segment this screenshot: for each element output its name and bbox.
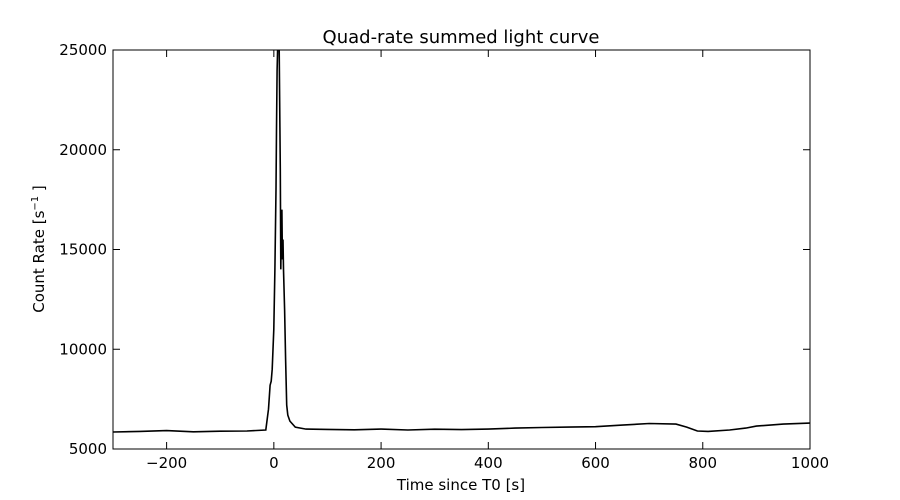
y-axis-label-prefix: Count Rate [s	[30, 210, 48, 312]
chart-title: Quad-rate summed light curve	[323, 27, 600, 48]
series-line-0	[113, 50, 810, 433]
y-tick-label: 25000	[59, 41, 107, 59]
x-axis: −200 0 200 400 600 800 1000	[146, 50, 829, 472]
plot-frame	[112, 49, 811, 450]
y-tick-label: 5000	[69, 440, 107, 458]
x-tick-label: 1000	[791, 454, 829, 472]
x-axis-label: Time since T0 [s]	[396, 476, 525, 494]
x-tick-label: 0	[269, 454, 279, 472]
y-axis-label-superscript: −1	[30, 196, 41, 211]
y-tick-label: 15000	[59, 241, 107, 259]
y-tick-label: 20000	[59, 141, 107, 159]
plot-area	[113, 50, 810, 433]
y-axis-label-suffix: ]	[30, 185, 48, 196]
x-tick-label: 800	[688, 454, 717, 472]
y-axis-label: Count Rate [s−1 ]	[30, 185, 48, 313]
x-tick-label: 600	[581, 454, 610, 472]
y-tick-label: 10000	[59, 340, 107, 358]
x-tick-label: 400	[474, 454, 503, 472]
x-tick-label: −200	[146, 454, 187, 472]
x-tick-label: 200	[367, 454, 396, 472]
y-axis: 5000 10000 15000 20000 25000	[59, 41, 810, 458]
